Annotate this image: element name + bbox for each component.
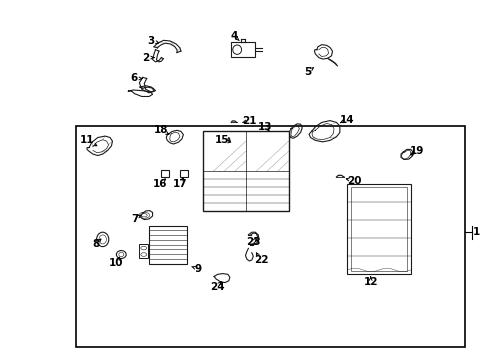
Bar — [230, 42, 255, 57]
Text: 8: 8 — [92, 239, 99, 249]
Text: 22: 22 — [253, 255, 268, 265]
Text: 18: 18 — [154, 125, 168, 135]
Text: 23: 23 — [246, 237, 261, 247]
Bar — [149, 226, 187, 264]
Text: 19: 19 — [409, 146, 424, 156]
Text: 21: 21 — [242, 116, 256, 126]
Text: 7: 7 — [130, 213, 138, 224]
Bar — [180, 170, 187, 177]
Bar — [203, 131, 288, 211]
Text: 10: 10 — [109, 258, 123, 268]
Text: 17: 17 — [172, 179, 187, 189]
Text: 20: 20 — [346, 176, 361, 186]
Text: 11: 11 — [80, 135, 94, 145]
Text: 16: 16 — [153, 179, 167, 189]
Bar — [350, 187, 406, 271]
Text: 14: 14 — [339, 114, 354, 125]
Text: 6: 6 — [130, 73, 137, 84]
Text: 12: 12 — [363, 276, 377, 287]
Text: 9: 9 — [195, 264, 202, 274]
Bar — [139, 244, 148, 258]
Text: 24: 24 — [209, 282, 224, 292]
Text: 13: 13 — [258, 122, 272, 132]
Text: 15: 15 — [215, 135, 229, 145]
Bar — [76, 126, 464, 347]
Text: 1: 1 — [472, 227, 479, 237]
Bar — [161, 170, 169, 177]
Text: 5: 5 — [304, 67, 310, 77]
Text: 2: 2 — [142, 53, 149, 63]
Text: 3: 3 — [147, 36, 154, 46]
Text: 4: 4 — [229, 31, 237, 41]
Bar — [346, 184, 410, 274]
